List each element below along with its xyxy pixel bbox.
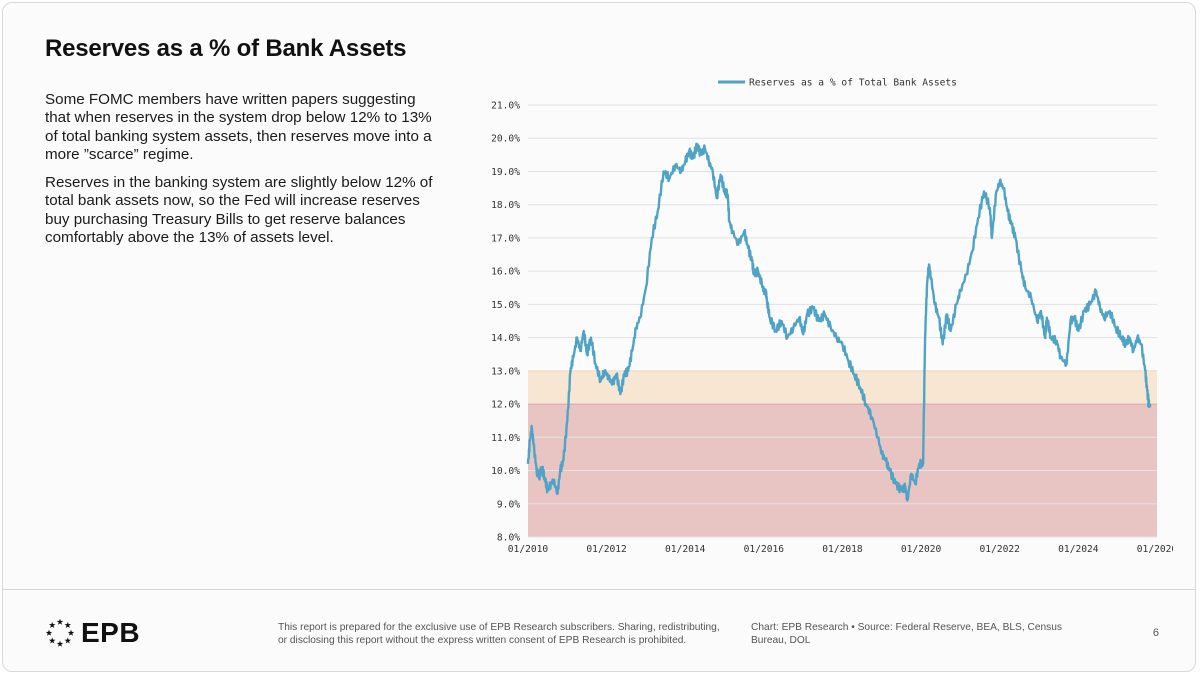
zone-bands bbox=[528, 370, 1157, 537]
commentary-paragraph-2: Reserves in the banking system are sligh… bbox=[45, 174, 433, 247]
logo-star bbox=[48, 621, 56, 628]
logo-star bbox=[67, 629, 75, 636]
epb-logo: EPB bbox=[45, 617, 140, 649]
logo-star bbox=[45, 629, 53, 636]
reserves-chart: 8.0% 9.0% 10.0% 11.0% 12.0% 13.0% 14.0% 15.0% 16… bbox=[463, 67, 1178, 567]
star-ring-icon bbox=[45, 618, 75, 647]
x-tick-label: 01/2014 bbox=[665, 544, 706, 555]
logo-star bbox=[48, 637, 56, 644]
chart-svg: 8.0% 9.0% 10.0% 11.0% 12.0% 13.0% 14.0% 15.0% 16… bbox=[491, 78, 1178, 556]
x-tick-label: 01/2024 bbox=[1058, 544, 1099, 555]
logo-star bbox=[64, 621, 72, 628]
y-tick-label: 13.0% bbox=[491, 366, 520, 377]
legend: Reserves as a % of Total Bank Assets bbox=[718, 78, 957, 89]
x-tick-label: 01/2022 bbox=[980, 544, 1020, 555]
x-tick-label: 01/2020 bbox=[901, 544, 942, 555]
y-tick-label: 10.0% bbox=[491, 466, 520, 477]
x-tick-label: 01/2012 bbox=[586, 544, 626, 555]
y-tick-label: 17.0% bbox=[491, 233, 520, 244]
y-tick-label: 14.0% bbox=[491, 333, 520, 344]
x-tick-label: 01/2010 bbox=[508, 544, 549, 555]
band-warning bbox=[528, 370, 1157, 405]
series bbox=[526, 142, 1152, 502]
page-title: Reserves as a % of Bank Assets bbox=[45, 35, 407, 62]
y-axis: 8.0% 9.0% 10.0% 11.0% 12.0% 13.0% 14.0% 15.0% 16… bbox=[491, 101, 520, 544]
page-number: 6 bbox=[1152, 627, 1159, 639]
logo-star bbox=[56, 640, 64, 647]
x-tick-label: 01/2016 bbox=[744, 544, 785, 555]
logo-star bbox=[56, 618, 64, 625]
y-tick-label: 20.0% bbox=[491, 134, 520, 145]
footer-divider bbox=[3, 589, 1195, 590]
logo-text: EPB bbox=[81, 617, 141, 648]
y-tick-label: 18.0% bbox=[491, 200, 520, 211]
series-line bbox=[526, 142, 1151, 502]
x-tick-label: 01/2018 bbox=[822, 544, 863, 555]
chart-source: Chart: EPB Research • Source: Federal Re… bbox=[751, 622, 1063, 646]
disclaimer: This report is prepared for the exclusiv… bbox=[278, 622, 720, 646]
y-tick-label: 19.0% bbox=[491, 167, 520, 178]
last-point-marker bbox=[1146, 403, 1152, 408]
legend-label: Reserves as a % of Total Bank Assets bbox=[749, 78, 957, 89]
y-tick-label: 12.0% bbox=[491, 400, 520, 411]
x-axis: 01/2010 01/2012 01/2014 01/2016 01/2018 01/20… bbox=[508, 544, 1178, 555]
y-tick-label: 21.0% bbox=[491, 101, 520, 112]
commentary-paragraph-1: Some FOMC members have written papers su… bbox=[45, 91, 432, 163]
x-tick-label: 01/2026 bbox=[1137, 544, 1173, 555]
commentary: Some FOMC members have written papers su… bbox=[45, 91, 445, 257]
y-tick-label: 16.0% bbox=[491, 267, 520, 278]
y-tick-label: 8.0% bbox=[497, 533, 520, 544]
logo-star bbox=[64, 637, 72, 644]
y-tick-label: 11.0% bbox=[491, 433, 520, 444]
y-tick-label: 15.0% bbox=[491, 300, 520, 311]
y-tick-label: 9.0% bbox=[497, 499, 520, 510]
